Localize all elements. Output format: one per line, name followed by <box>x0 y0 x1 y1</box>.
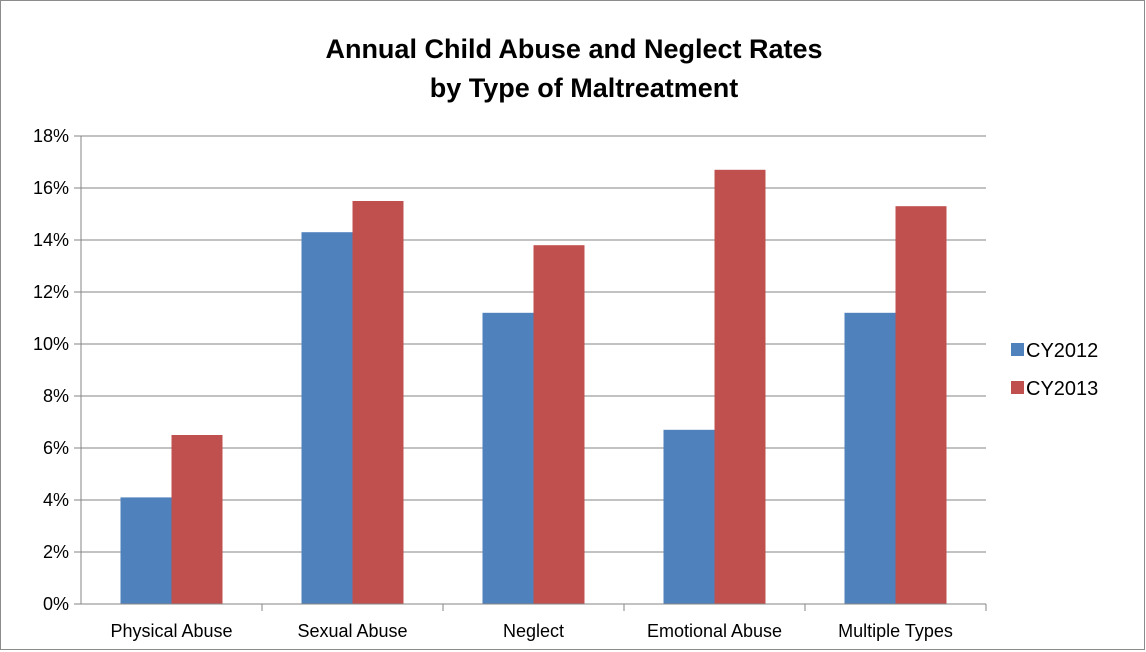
legend-label: CY2012 <box>1026 340 1098 362</box>
bar <box>714 169 766 605</box>
legend-label: CY2013 <box>1026 378 1098 400</box>
y-tick-label: 8% <box>43 386 69 406</box>
bar <box>171 435 223 604</box>
y-tick-label: 14% <box>33 230 69 250</box>
legend-swatch <box>1011 343 1024 356</box>
chart-title-line-2: by Type of Maltreatment <box>430 73 739 103</box>
y-tick-label: 16% <box>33 178 69 198</box>
legend: CY2012 CY2013 <box>1011 340 1098 400</box>
x-tick-label: Physical Abuse <box>110 621 232 641</box>
bar <box>663 429 715 604</box>
y-tick-label: 12% <box>33 282 69 302</box>
x-tick-label: Multiple Types <box>838 621 953 641</box>
bar <box>533 245 585 604</box>
bar <box>120 497 172 604</box>
y-tick-label: 18% <box>33 126 69 146</box>
x-tick-label: Neglect <box>503 621 564 641</box>
bar <box>844 312 896 604</box>
y-tick-label: 0% <box>43 594 69 614</box>
y-tick-label: 10% <box>33 334 69 354</box>
y-tick-label: 4% <box>43 490 69 510</box>
y-tick-label: 2% <box>43 542 69 562</box>
bar <box>301 232 353 604</box>
x-tick-label: Sexual Abuse <box>297 621 407 641</box>
y-tick-label: 6% <box>43 438 69 458</box>
legend-swatch <box>1011 381 1024 394</box>
bar <box>352 201 404 604</box>
bar <box>895 206 947 604</box>
x-tick-label: Emotional Abuse <box>647 621 782 641</box>
bars <box>120 169 947 605</box>
bar <box>482 312 534 604</box>
chart-title-line-1: Annual Child Abuse and Neglect Rates <box>325 34 822 64</box>
axes: 0% 2% 4% 6% 8% 10% 12% 14% 16% 18% Physical Abuse S… <box>33 126 987 641</box>
